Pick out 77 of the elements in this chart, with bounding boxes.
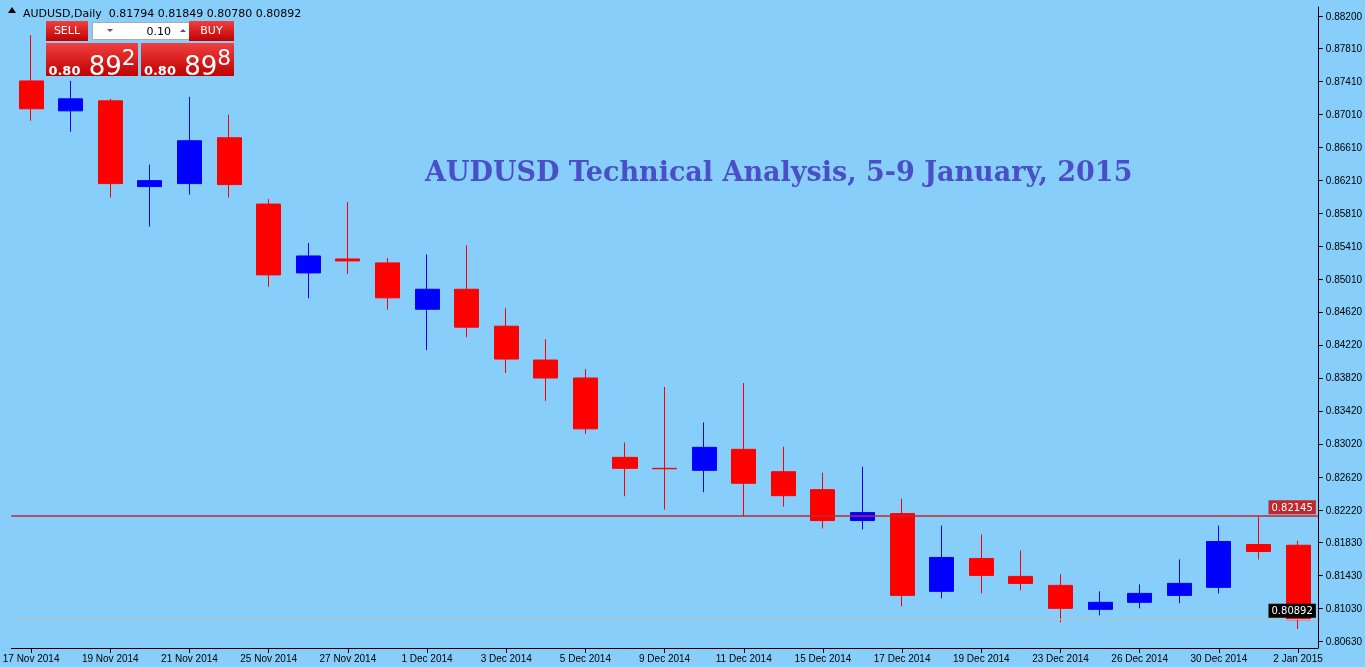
y-tick-label: 0.81830 [1325, 536, 1363, 548]
x-tick-label: 25 Nov 2014 [240, 652, 298, 664]
candlestick [771, 446, 796, 508]
y-tick-label: 0.81430 [1325, 569, 1363, 581]
x-tick-label: 15 Dec 2014 [794, 652, 852, 664]
candlestick [217, 114, 242, 199]
y-tick-label: 0.86610 [1325, 141, 1363, 153]
x-tick-label: 21 Nov 2014 [161, 652, 219, 664]
x-tick-label: 17 Nov 2014 [2, 652, 60, 664]
y-tick-label: 0.83820 [1325, 372, 1363, 384]
candlestick [335, 201, 360, 275]
candlestick [1127, 583, 1152, 609]
candlestick [256, 198, 281, 288]
candlestick [137, 164, 162, 227]
candlestick [731, 382, 756, 518]
x-tick-label: 3 Dec 2014 [480, 652, 533, 664]
candlestick [652, 386, 677, 511]
chart-title: AUDUSD,Daily 0.81794 0.81849 0.80780 0.80892 [23, 7, 302, 20]
candlestick [58, 80, 83, 133]
x-tick-label: 19 Nov 2014 [81, 652, 140, 664]
quantity-field: 0.10 [92, 22, 192, 40]
y-tick-label: 0.86210 [1325, 174, 1363, 186]
y-tick-label: 0.85810 [1325, 208, 1363, 220]
annotation: AUDUSD Technical Analysis, 5-9 January, 2015 [424, 156, 1133, 187]
y-tick-label: 0.84220 [1325, 339, 1363, 351]
x-tick-label: 2 Jan 2015 [1273, 652, 1324, 664]
x-tick-label: 11 Dec 2014 [715, 652, 773, 664]
x-tick-label: 9 Dec 2014 [639, 652, 691, 664]
candlestick [454, 244, 479, 338]
candlestick [810, 472, 835, 530]
candlestick [890, 498, 915, 607]
y-tick-label: 0.82620 [1325, 471, 1363, 483]
annotation: 0.80 89$^{8}$ [143, 45, 232, 78]
candlestick [1167, 558, 1192, 604]
x-tick-label: 1 Dec 2014 [401, 652, 454, 664]
x-tick-label: 5 Dec 2014 [559, 652, 612, 664]
candlestick [1206, 525, 1231, 594]
ref-line-label: 0.82145 [1271, 501, 1313, 513]
y-tick-label: 0.87810 [1325, 42, 1363, 54]
x-tick-label: 23 Dec 2014 [1032, 652, 1090, 664]
annotation: BUY [189, 21, 234, 41]
candlestick [1008, 550, 1033, 591]
candlestick [19, 34, 44, 122]
candlestick [969, 534, 994, 594]
candlestick [533, 338, 558, 402]
x-tick-label: 27 Nov 2014 [319, 652, 377, 664]
candlestick [494, 307, 519, 374]
y-tick-label: 0.82220 [1325, 504, 1363, 516]
x-tick-label: 30 Dec 2014 [1190, 652, 1248, 664]
y-tick-label: 0.81030 [1325, 602, 1363, 614]
y-tick-label: 0.84620 [1325, 306, 1363, 318]
y-tick-label: 0.87410 [1325, 75, 1363, 87]
candlestick [692, 421, 717, 493]
candlestick [1088, 590, 1113, 616]
candlestick [1048, 573, 1073, 623]
candlestick [929, 525, 954, 599]
x-tick-label: 17 Dec 2014 [873, 652, 931, 664]
ref-line-label: 0.80892 [1271, 605, 1313, 617]
x-tick-label: 26 Dec 2014 [1111, 652, 1169, 664]
y-tick-label: 0.88200 [1325, 10, 1363, 22]
candlestick [177, 96, 202, 196]
annotation: 0.80 89$^{2}$ [48, 45, 136, 78]
candlestick [1246, 516, 1271, 560]
y-tick-label: 0.85410 [1325, 241, 1363, 253]
candlestick [573, 368, 598, 435]
candlestick [296, 242, 321, 299]
candlestick [98, 98, 123, 199]
annotation: SELL [46, 21, 88, 41]
x-tick-label: 19 Dec 2014 [952, 652, 1011, 664]
candlestick [375, 257, 400, 311]
y-tick-label: 0.83020 [1325, 438, 1363, 450]
y-tick-label: 0.85010 [1325, 274, 1363, 286]
candlestick [612, 441, 638, 497]
y-tick-label: 0.80630 [1325, 635, 1363, 647]
y-tick-label: 0.87010 [1325, 108, 1363, 120]
y-tick-label: 0.83420 [1325, 405, 1363, 417]
candlestick [415, 253, 440, 351]
